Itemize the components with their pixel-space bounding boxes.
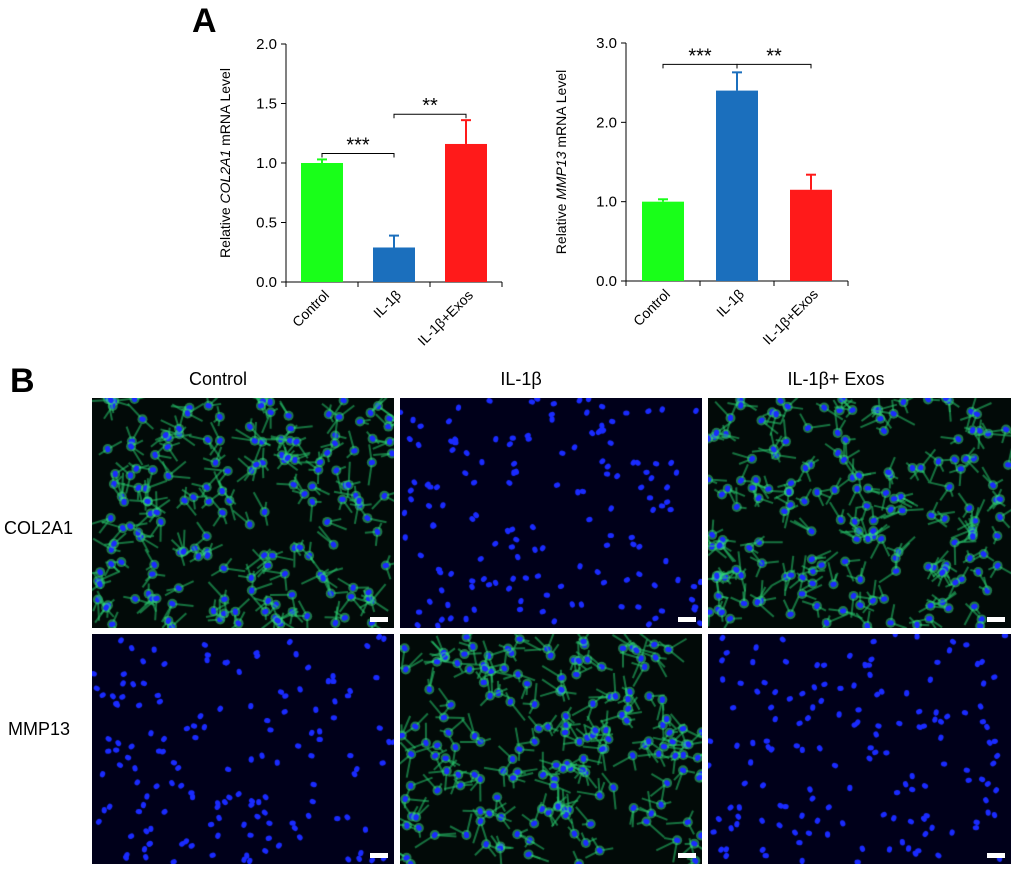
micrograph-mmp13-il1b [400,634,702,864]
column-label-control: Control [188,369,248,389]
significance-bracket [321,152,395,158]
x-tick-label: IL-1β+Exos [759,286,821,348]
y-tick-label: 0.5 [256,215,277,232]
bar [642,201,684,281]
significance-bracket [736,63,812,69]
row-label-col2a1: COL2A1 [4,518,74,538]
y-tick-label: 0.0 [596,273,617,290]
scale-bar [987,853,1005,858]
scale-bar [678,617,696,622]
micrograph-col2a1-control [92,398,394,628]
y-tick-label: 1.5 [256,96,277,113]
panel-label-a: A [192,2,217,40]
y-axis-label: Relative COL2A1 mRNA Level [217,68,233,258]
x-tick-label: IL-1β [370,287,404,321]
significance-label: ** [766,45,782,67]
bar [301,163,343,282]
x-tick-label: IL-1β [713,286,747,320]
scale-bar [370,617,388,622]
significance-label: *** [688,45,712,67]
micrograph-mmp13-il1b-exos [708,634,1011,864]
micrograph-mmp13-control [92,634,394,864]
micrograph-col2a1-il1b-exos [708,398,1011,628]
column-label-il1b: IL-1β [500,369,542,389]
bar [790,189,832,281]
y-tick-label: 2.0 [256,36,277,53]
row-label-mmp13: MMP13 [8,719,71,739]
y-tick-label: 1.0 [596,194,617,211]
significance-label: *** [346,134,370,156]
column-label-il1b-exos: IL-1β+ Exos [787,369,885,389]
bar [445,143,487,282]
bar [373,247,415,282]
micrograph-col2a1-il1b [400,398,702,628]
y-axis-label: Relative MMP13 mRNA Level [553,70,569,254]
x-tick-label: Control [289,287,332,330]
scale-bar [678,853,696,858]
y-tick-label: 1.0 [256,155,277,172]
panel-label-b: B [10,362,35,400]
y-tick-label: 2.0 [596,114,617,131]
y-tick-label: 3.0 [596,35,617,52]
x-tick-label: IL-1β+Exos [414,287,476,349]
scale-bar [370,853,388,858]
x-tick-label: Control [630,286,673,329]
significance-bracket [393,113,467,119]
significance-label: ** [422,95,438,117]
y-tick-label: 0.0 [256,274,277,291]
bar [716,90,758,281]
scale-bar [987,617,1005,622]
